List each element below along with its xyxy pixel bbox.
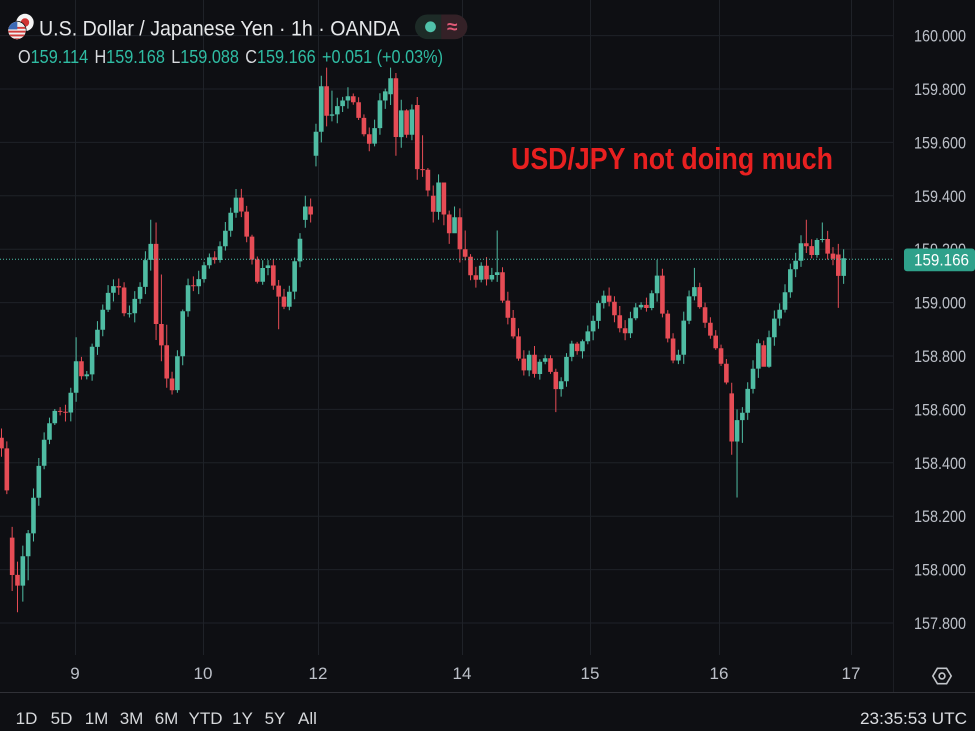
- svg-text:1M: 1M: [85, 709, 109, 728]
- svg-text:160.000: 160.000: [914, 27, 966, 46]
- svg-text:159.400: 159.400: [914, 187, 966, 206]
- svg-text:5D: 5D: [51, 709, 73, 728]
- svg-text:U.S. Dollar / Japanese Yen · 1: U.S. Dollar / Japanese Yen · 1h · OANDA: [39, 17, 401, 41]
- svg-text:YTD: YTD: [189, 709, 223, 728]
- svg-text:All: All: [298, 709, 317, 728]
- svg-text:USD/JPY not doing much: USD/JPY not doing much: [511, 141, 833, 176]
- svg-text:3M: 3M: [120, 709, 144, 728]
- svg-text:16: 16: [710, 664, 729, 683]
- svg-text:157.800: 157.800: [914, 614, 966, 633]
- svg-text:6M: 6M: [155, 709, 179, 728]
- svg-text:158.400: 158.400: [914, 454, 966, 473]
- svg-text:1Y: 1Y: [232, 709, 253, 728]
- svg-text:10: 10: [194, 664, 213, 683]
- svg-text:158.800: 158.800: [914, 347, 966, 366]
- svg-text:5Y: 5Y: [265, 709, 286, 728]
- svg-text:O159.114H159.168L159.088C159.1: O159.114H159.168L159.088C159.166+0.051 (…: [18, 47, 443, 67]
- svg-text:9: 9: [70, 664, 79, 683]
- svg-text:14: 14: [453, 664, 472, 683]
- svg-text:1D: 1D: [16, 709, 38, 728]
- svg-text:159.000: 159.000: [914, 294, 966, 313]
- svg-text:158.200: 158.200: [914, 507, 966, 526]
- svg-text:23:35:53 UTC: 23:35:53 UTC: [860, 710, 967, 728]
- svg-text:159.800: 159.800: [914, 80, 966, 99]
- svg-text:158.600: 158.600: [914, 400, 966, 419]
- svg-text:159.166: 159.166: [914, 251, 969, 270]
- svg-text:15: 15: [581, 664, 600, 683]
- svg-text:159.600: 159.600: [914, 133, 966, 152]
- svg-text:158.000: 158.000: [914, 561, 966, 580]
- svg-text:12: 12: [309, 664, 328, 683]
- svg-text:17: 17: [842, 664, 861, 683]
- svg-text:≈: ≈: [447, 17, 458, 38]
